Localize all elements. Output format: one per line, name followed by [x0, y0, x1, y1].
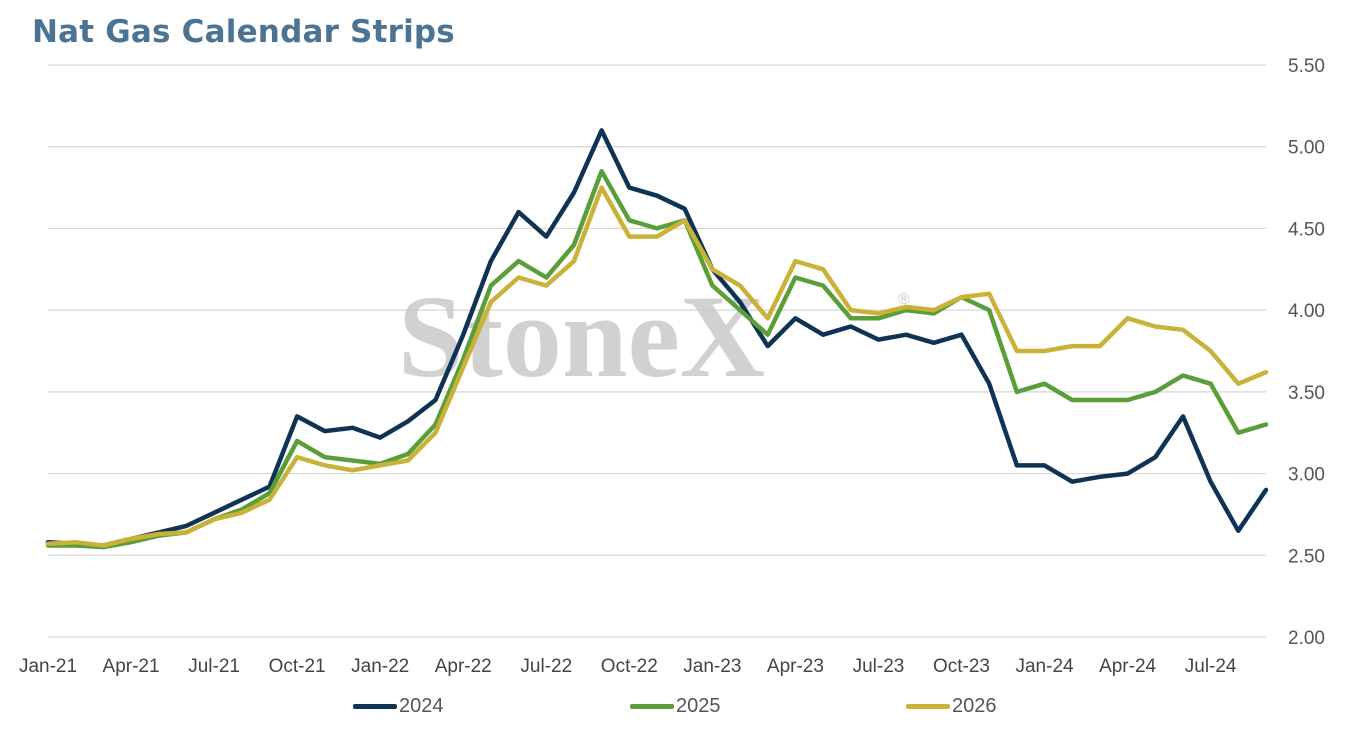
legend-swatch-2025 [630, 704, 674, 709]
x-tick-label: Apr-21 [103, 656, 160, 677]
y-tick-label: 2.50 [1288, 546, 1325, 567]
series-line-2026 [45, 185, 1269, 548]
x-tick-label: Jul-21 [188, 656, 240, 677]
x-tick-label: Jul-22 [520, 656, 572, 677]
x-tick-label: Oct-22 [601, 656, 658, 677]
series-lines [45, 128, 1269, 550]
legend-swatch-2024 [353, 704, 397, 709]
x-tick-label: Oct-23 [933, 656, 990, 677]
x-tick-label: Jul-24 [1185, 656, 1237, 677]
y-tick-label: 5.50 [1288, 56, 1325, 77]
y-tick-label: 4.50 [1288, 219, 1325, 240]
y-tick-label: 4.00 [1288, 301, 1325, 322]
x-tick-label: Jan-22 [351, 656, 409, 677]
y-tick-label: 5.00 [1288, 138, 1325, 159]
legend-item-2026: 2026 [906, 695, 997, 718]
x-tick-label: Jan-21 [19, 656, 77, 677]
x-tick-label: Oct-21 [269, 656, 326, 677]
legend-item-2024: 2024 [353, 695, 444, 718]
x-tick-label: Jul-23 [853, 656, 905, 677]
legend-label-2026: 2026 [952, 695, 997, 717]
x-axis-ticks: Jan-21 Apr-21 Jul-21 Oct-21 Jan-22 Apr-22 Jul-… [19, 656, 1237, 677]
legend-label-2024: 2024 [399, 695, 444, 717]
x-tick-label: Jan-24 [1015, 656, 1074, 677]
legend: 2024 2025 2026 [0, 695, 1347, 723]
legend-label-2025: 2025 [676, 695, 721, 717]
line-chart: 2.00 2.50 3.00 3.50 4.00 4.50 5.00 5.50 Jan-21 A… [19, 56, 1325, 677]
series-line-2025 [45, 168, 1269, 550]
legend-item-2025: 2025 [630, 695, 721, 718]
x-tick-label: Apr-24 [1099, 656, 1156, 677]
y-tick-label: 3.00 [1288, 465, 1325, 486]
series-line-2024 [45, 128, 1269, 548]
y-tick-label: 3.50 [1288, 383, 1325, 404]
chart-title: Nat Gas Calendar Strips [32, 14, 455, 50]
registered-mark-icon: ® [898, 291, 910, 308]
x-tick-label: Apr-22 [435, 656, 492, 677]
x-tick-label: Apr-23 [767, 656, 824, 677]
y-axis-ticks: 2.00 2.50 3.00 3.50 4.00 4.50 5.00 5.50 [1288, 56, 1325, 649]
x-tick-label: Jan-23 [683, 656, 741, 677]
legend-swatch-2026 [906, 704, 950, 709]
y-tick-label: 2.00 [1288, 628, 1325, 649]
